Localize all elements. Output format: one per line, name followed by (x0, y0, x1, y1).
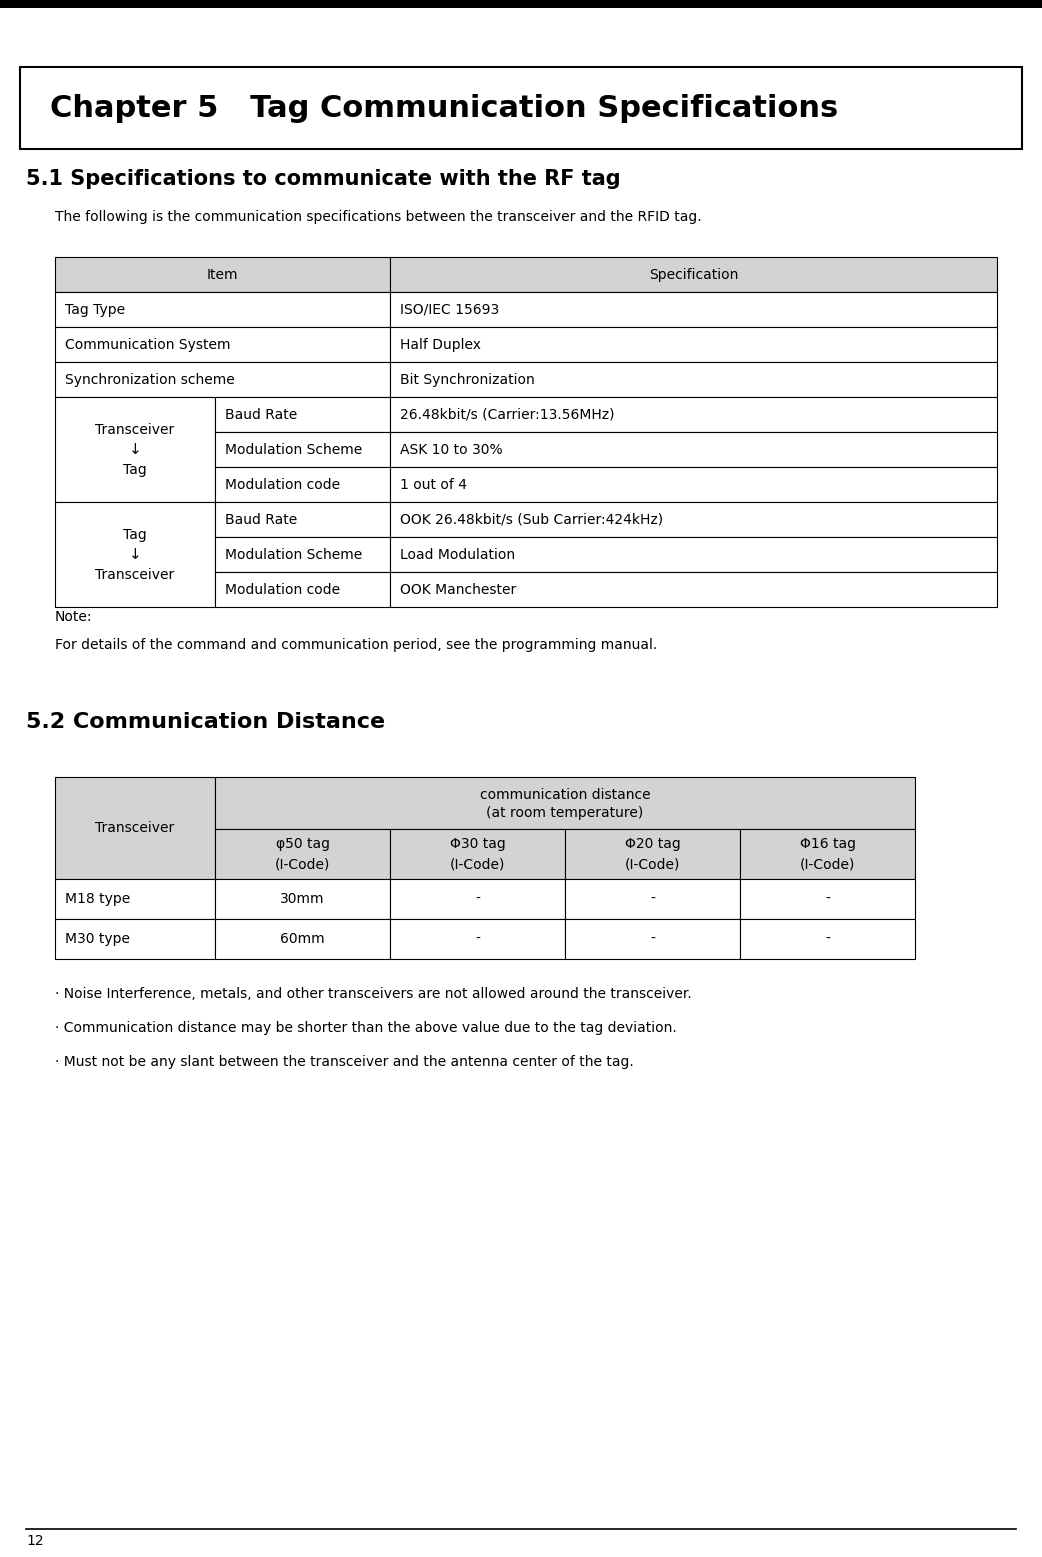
Text: OOK 26.48kbit/s (Sub Carrier:424kHz): OOK 26.48kbit/s (Sub Carrier:424kHz) (400, 512, 663, 526)
Text: OOK Manchester: OOK Manchester (400, 582, 516, 596)
Bar (390, 361, 997, 397)
Bar (55, 880, 215, 919)
Bar (55, 293, 390, 327)
Text: Item: Item (206, 268, 239, 282)
Text: Baud Rate: Baud Rate (225, 512, 297, 526)
Text: M18 type: M18 type (65, 892, 130, 906)
Text: Modulation code: Modulation code (225, 478, 340, 492)
Bar (215, 828, 390, 880)
Text: Φ16 tag: Φ16 tag (799, 838, 855, 852)
Bar (390, 880, 565, 919)
Bar (55, 327, 390, 361)
Bar (390, 571, 997, 607)
Text: Tag: Tag (123, 528, 147, 542)
Text: Specification: Specification (649, 268, 738, 282)
Bar (390, 501, 997, 537)
Text: Chapter 5   Tag Communication Specifications: Chapter 5 Tag Communication Specificatio… (50, 93, 838, 123)
Text: -: - (650, 933, 655, 947)
Text: · Must not be any slant between the transceiver and the antenna center of the ta: · Must not be any slant between the tran… (55, 1056, 634, 1070)
Text: Transceiver: Transceiver (96, 422, 175, 436)
Bar (565, 919, 740, 959)
Text: M30 type: M30 type (65, 933, 130, 947)
Text: · Noise Interference, metals, and other transceivers are not allowed around the : · Noise Interference, metals, and other … (55, 987, 692, 1001)
Bar (390, 397, 997, 431)
Text: Φ20 tag: Φ20 tag (624, 838, 680, 852)
Text: Synchronization scheme: Synchronization scheme (65, 372, 234, 386)
Text: Note:: Note: (55, 610, 93, 624)
Text: (I-Code): (I-Code) (450, 856, 505, 870)
Bar (215, 397, 390, 431)
Text: (at room temperature): (at room temperature) (487, 807, 644, 821)
Bar (55, 361, 390, 397)
Text: Modulation code: Modulation code (225, 582, 340, 596)
Text: Transceiver: Transceiver (96, 567, 175, 581)
Text: Communication System: Communication System (65, 338, 230, 352)
Text: Φ30 tag: Φ30 tag (450, 838, 505, 852)
Text: Modulation Scheme: Modulation Scheme (225, 548, 363, 562)
Bar (55, 919, 215, 959)
Text: 30mm: 30mm (280, 892, 325, 906)
Text: 60mm: 60mm (280, 933, 325, 947)
Text: The following is the communication specifications between the transceiver and th: The following is the communication speci… (55, 210, 701, 224)
Text: · Communication distance may be shorter than the above value due to the tag devi: · Communication distance may be shorter … (55, 1021, 676, 1035)
Text: 1 out of 4: 1 out of 4 (400, 478, 467, 492)
Text: φ50 tag: φ50 tag (275, 838, 329, 852)
Text: ↓: ↓ (128, 442, 142, 458)
Text: (I-Code): (I-Code) (275, 856, 330, 870)
Bar (390, 537, 997, 571)
Bar (215, 880, 390, 919)
Text: (I-Code): (I-Code) (625, 856, 680, 870)
Text: Load Modulation: Load Modulation (400, 548, 515, 562)
Text: (I-Code): (I-Code) (800, 856, 855, 870)
Text: communication distance: communication distance (479, 788, 650, 802)
Text: Tag Type: Tag Type (65, 302, 125, 316)
Text: Transceiver: Transceiver (96, 821, 175, 835)
Text: Half Duplex: Half Duplex (400, 338, 481, 352)
Text: -: - (475, 933, 480, 947)
Bar (55, 257, 390, 293)
Text: ↓: ↓ (128, 547, 142, 562)
Bar (390, 257, 997, 293)
Text: -: - (475, 892, 480, 906)
Text: Baud Rate: Baud Rate (225, 408, 297, 422)
Bar (215, 777, 915, 828)
Bar (390, 828, 565, 880)
Bar (740, 919, 915, 959)
Bar (215, 919, 390, 959)
Bar (740, 828, 915, 880)
Text: 26.48kbit/s (Carrier:13.56MHz): 26.48kbit/s (Carrier:13.56MHz) (400, 408, 615, 422)
Bar (740, 880, 915, 919)
Bar (565, 828, 740, 880)
Bar (0, 0, 1042, 8)
Bar (55, 777, 215, 880)
Text: 5.2 Communication Distance: 5.2 Communication Distance (26, 712, 386, 732)
Text: -: - (825, 933, 829, 947)
Bar (390, 327, 997, 361)
Bar (215, 571, 390, 607)
Text: Tag: Tag (123, 462, 147, 476)
Bar (390, 919, 565, 959)
Bar (215, 537, 390, 571)
Bar (390, 293, 997, 327)
Bar (55, 397, 215, 501)
Text: For details of the command and communication period, see the programming manual.: For details of the command and communica… (55, 638, 658, 652)
Bar (565, 880, 740, 919)
Text: ISO/IEC 15693: ISO/IEC 15693 (400, 302, 499, 316)
Text: ASK 10 to 30%: ASK 10 to 30% (400, 442, 502, 456)
Text: 5.1 Specifications to communicate with the RF tag: 5.1 Specifications to communicate with t… (26, 170, 621, 188)
Bar (55, 501, 215, 607)
Text: Modulation Scheme: Modulation Scheme (225, 442, 363, 456)
Text: -: - (825, 892, 829, 906)
Bar (390, 431, 997, 467)
Text: 12: 12 (26, 1534, 44, 1548)
Text: Bit Synchronization: Bit Synchronization (400, 372, 535, 386)
Bar (390, 467, 997, 501)
Bar (215, 501, 390, 537)
Bar (215, 431, 390, 467)
Text: -: - (650, 892, 655, 906)
Bar (20, 67, 1022, 149)
Bar (215, 467, 390, 501)
